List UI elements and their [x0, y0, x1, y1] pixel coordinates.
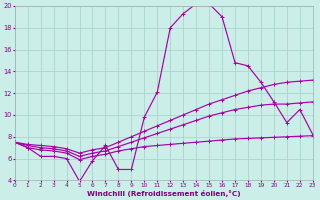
X-axis label: Windchill (Refroidissement éolien,°C): Windchill (Refroidissement éolien,°C) [87, 190, 241, 197]
